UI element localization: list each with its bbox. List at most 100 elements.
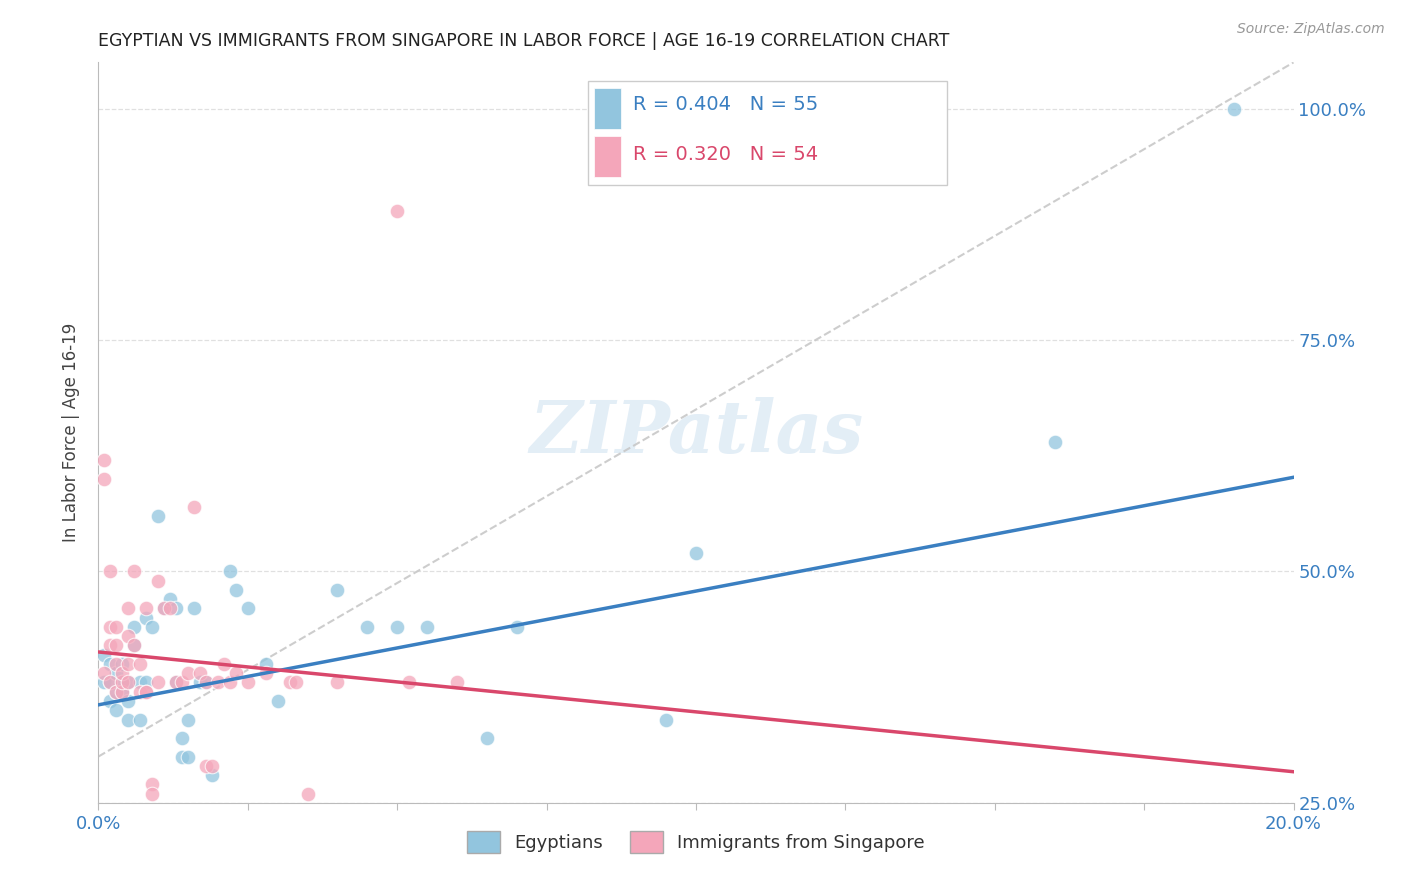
Point: [148, 508, 170, 523]
Point: [129, 685, 152, 699]
Point: [225, 666, 247, 681]
Point: [326, 582, 349, 597]
Point: [124, 639, 146, 653]
Point: [117, 694, 139, 708]
Point: [278, 842, 301, 856]
Point: [475, 731, 498, 745]
Point: [135, 675, 157, 690]
Point: [98, 639, 122, 653]
Point: [141, 787, 163, 801]
Point: [135, 685, 157, 699]
Point: [141, 777, 163, 791]
Text: Source: ZipAtlas.com: Source: ZipAtlas.com: [1237, 22, 1385, 37]
Point: [254, 666, 277, 681]
Point: [129, 657, 152, 671]
Point: [177, 749, 200, 764]
Point: [326, 675, 349, 690]
Point: [254, 657, 277, 671]
Point: [177, 666, 200, 681]
Point: [98, 675, 122, 690]
Point: [446, 675, 468, 690]
Text: R = 0.404   N = 55: R = 0.404 N = 55: [633, 95, 818, 114]
Point: [165, 675, 187, 690]
Point: [117, 675, 139, 690]
Bar: [595, 136, 620, 178]
Point: [685, 546, 707, 560]
Point: [105, 703, 128, 717]
Point: [385, 203, 409, 218]
Text: R = 0.320   N = 54: R = 0.320 N = 54: [633, 145, 818, 164]
Point: [201, 768, 224, 782]
Point: [416, 620, 439, 634]
Point: [111, 685, 134, 699]
Point: [98, 657, 122, 671]
Point: [177, 713, 200, 727]
Point: [117, 657, 139, 671]
Point: [111, 666, 134, 681]
Point: [297, 787, 319, 801]
Point: [117, 629, 139, 643]
Y-axis label: In Labor Force | Age 16-19: In Labor Force | Age 16-19: [62, 323, 80, 542]
Point: [172, 675, 194, 690]
Point: [124, 565, 146, 579]
Point: [267, 814, 290, 829]
Point: [219, 565, 242, 579]
Point: [98, 565, 122, 579]
Point: [98, 620, 122, 634]
Point: [129, 675, 152, 690]
Point: [183, 601, 205, 615]
Point: [111, 657, 134, 671]
Point: [93, 453, 115, 467]
Point: [105, 657, 128, 671]
Text: ZIPatlas: ZIPatlas: [529, 397, 863, 468]
Point: [1223, 102, 1246, 116]
Point: [135, 685, 157, 699]
Point: [105, 666, 128, 681]
Point: [865, 870, 887, 884]
Point: [111, 675, 134, 690]
Point: [148, 574, 170, 588]
Point: [117, 601, 139, 615]
Point: [284, 879, 307, 892]
Point: [188, 675, 211, 690]
Legend: Egyptians, Immigrants from Singapore: Egyptians, Immigrants from Singapore: [460, 824, 932, 861]
Point: [159, 592, 181, 607]
Point: [148, 675, 170, 690]
Point: [172, 749, 194, 764]
Point: [93, 675, 115, 690]
Point: [201, 758, 224, 772]
Point: [188, 666, 211, 681]
Point: [165, 675, 187, 690]
Point: [93, 472, 115, 486]
Point: [93, 648, 115, 662]
Point: [225, 582, 247, 597]
Point: [236, 675, 259, 690]
Point: [98, 694, 122, 708]
Point: [153, 601, 176, 615]
Text: EGYPTIAN VS IMMIGRANTS FROM SINGAPORE IN LABOR FORCE | AGE 16-19 CORRELATION CHA: EGYPTIAN VS IMMIGRANTS FROM SINGAPORE IN…: [98, 32, 950, 50]
Point: [398, 675, 420, 690]
Point: [141, 620, 163, 634]
Point: [207, 842, 229, 856]
Point: [284, 675, 307, 690]
Point: [124, 620, 146, 634]
Point: [111, 675, 134, 690]
Point: [212, 861, 235, 875]
Point: [105, 685, 128, 699]
Point: [212, 657, 235, 671]
Point: [278, 675, 301, 690]
Point: [356, 620, 378, 634]
Point: [165, 601, 187, 615]
Bar: [595, 88, 620, 129]
Point: [111, 685, 134, 699]
Point: [172, 731, 194, 745]
FancyBboxPatch shape: [589, 81, 948, 185]
Point: [195, 758, 218, 772]
Point: [385, 620, 409, 634]
Point: [506, 620, 529, 634]
Point: [1043, 434, 1066, 449]
Point: [135, 610, 157, 624]
Point: [219, 675, 242, 690]
Point: [183, 500, 205, 514]
Point: [135, 601, 157, 615]
